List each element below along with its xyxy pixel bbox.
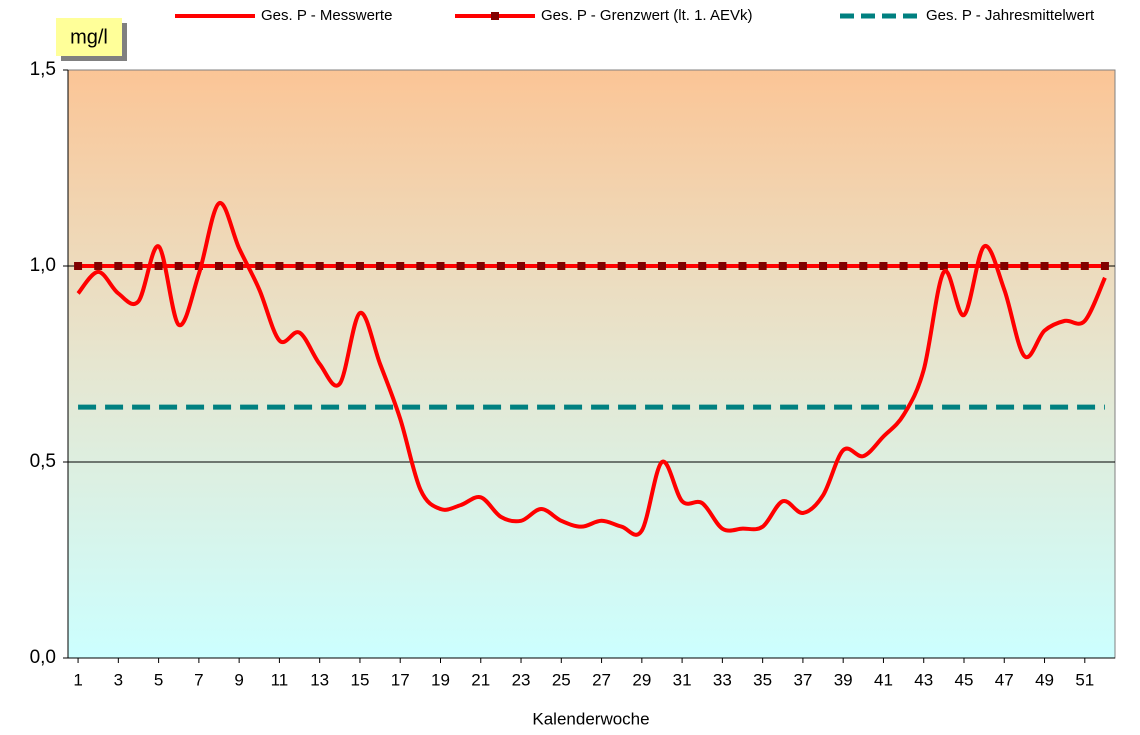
marker xyxy=(154,262,163,270)
x-tick-label: 15 xyxy=(350,670,369,689)
marker xyxy=(476,262,485,270)
marker xyxy=(295,262,304,270)
marker xyxy=(738,262,747,270)
legend-marker xyxy=(491,12,499,20)
marker xyxy=(637,262,646,270)
x-tick-label: 37 xyxy=(793,670,812,689)
y-tick-label: 0,5 xyxy=(30,451,56,472)
marker xyxy=(798,262,807,270)
unit-box xyxy=(56,18,122,56)
y-tick-label: 0,0 xyxy=(30,647,56,668)
x-tick-label: 21 xyxy=(471,670,490,689)
x-tick-label: 1 xyxy=(73,670,82,689)
marker xyxy=(194,262,203,270)
x-tick-label: 9 xyxy=(234,670,243,689)
marker xyxy=(114,262,123,270)
x-tick-label: 33 xyxy=(713,670,732,689)
x-tick-label: 11 xyxy=(271,670,289,689)
marker xyxy=(678,262,687,270)
marker xyxy=(839,262,848,270)
marker xyxy=(1040,262,1049,270)
marker xyxy=(959,262,968,270)
marker xyxy=(496,262,505,270)
marker xyxy=(879,262,888,270)
marker xyxy=(939,262,948,270)
marker xyxy=(819,262,828,270)
marker xyxy=(557,262,566,270)
marker xyxy=(174,262,183,270)
x-tick-label: 29 xyxy=(632,670,651,689)
marker xyxy=(215,262,224,270)
marker xyxy=(577,262,586,270)
x-tick-label: 39 xyxy=(834,670,853,689)
marker xyxy=(134,262,143,270)
x-tick-label: 35 xyxy=(753,670,772,689)
marker xyxy=(1060,262,1069,270)
marker xyxy=(859,262,868,270)
marker xyxy=(1080,262,1089,270)
marker xyxy=(980,262,989,270)
legend-label: Ges. P - Jahresmittelwert xyxy=(926,7,1095,24)
x-tick-label: 7 xyxy=(194,670,203,689)
marker xyxy=(315,262,324,270)
x-tick-label: 5 xyxy=(154,670,163,689)
marker xyxy=(275,262,284,270)
marker xyxy=(436,262,445,270)
y-tick-label: 1,0 xyxy=(30,255,56,276)
x-tick-label: 31 xyxy=(673,670,692,689)
marker xyxy=(537,262,546,270)
marker xyxy=(758,262,767,270)
x-tick-label: 47 xyxy=(995,670,1014,689)
x-tick-label: 23 xyxy=(512,670,531,689)
marker xyxy=(718,262,727,270)
x-tick-label: 3 xyxy=(114,670,123,689)
marker xyxy=(335,262,344,270)
x-tick-label: 43 xyxy=(914,670,933,689)
x-tick-label: 19 xyxy=(431,670,450,689)
marker xyxy=(517,262,526,270)
marker xyxy=(778,262,787,270)
marker xyxy=(1020,262,1029,270)
marker xyxy=(1000,262,1009,270)
y-tick-label: 1,5 xyxy=(30,59,56,80)
marker xyxy=(899,262,908,270)
marker xyxy=(235,262,244,270)
x-tick-label: 49 xyxy=(1035,670,1054,689)
x-tick-label: 13 xyxy=(310,670,329,689)
marker xyxy=(597,262,606,270)
marker xyxy=(657,262,666,270)
marker xyxy=(456,262,465,270)
x-tick-label: 45 xyxy=(955,670,974,689)
marker xyxy=(919,262,928,270)
x-tick-label: 41 xyxy=(874,670,893,689)
legend-label: Ges. P - Grenzwert (lt. 1. AEVk) xyxy=(541,7,752,24)
x-tick-label: 17 xyxy=(391,670,410,689)
marker xyxy=(416,262,425,270)
x-tick-label: 25 xyxy=(552,670,571,689)
marker xyxy=(74,262,83,270)
y-axis-label: mg/l xyxy=(70,26,108,48)
marker xyxy=(698,262,707,270)
x-tick-label: 51 xyxy=(1075,670,1094,689)
marker xyxy=(617,262,626,270)
plot-area xyxy=(67,69,1116,659)
legend-label: Ges. P - Messwerte xyxy=(261,7,392,24)
marker xyxy=(94,262,103,270)
series-line xyxy=(76,201,1107,537)
marker xyxy=(376,262,385,270)
marker xyxy=(396,262,405,270)
x-tick-label: 27 xyxy=(592,670,611,689)
marker xyxy=(355,262,364,270)
marker xyxy=(255,262,264,270)
x-axis-label: Kalenderwoche xyxy=(532,709,649,728)
marker xyxy=(1100,262,1109,270)
